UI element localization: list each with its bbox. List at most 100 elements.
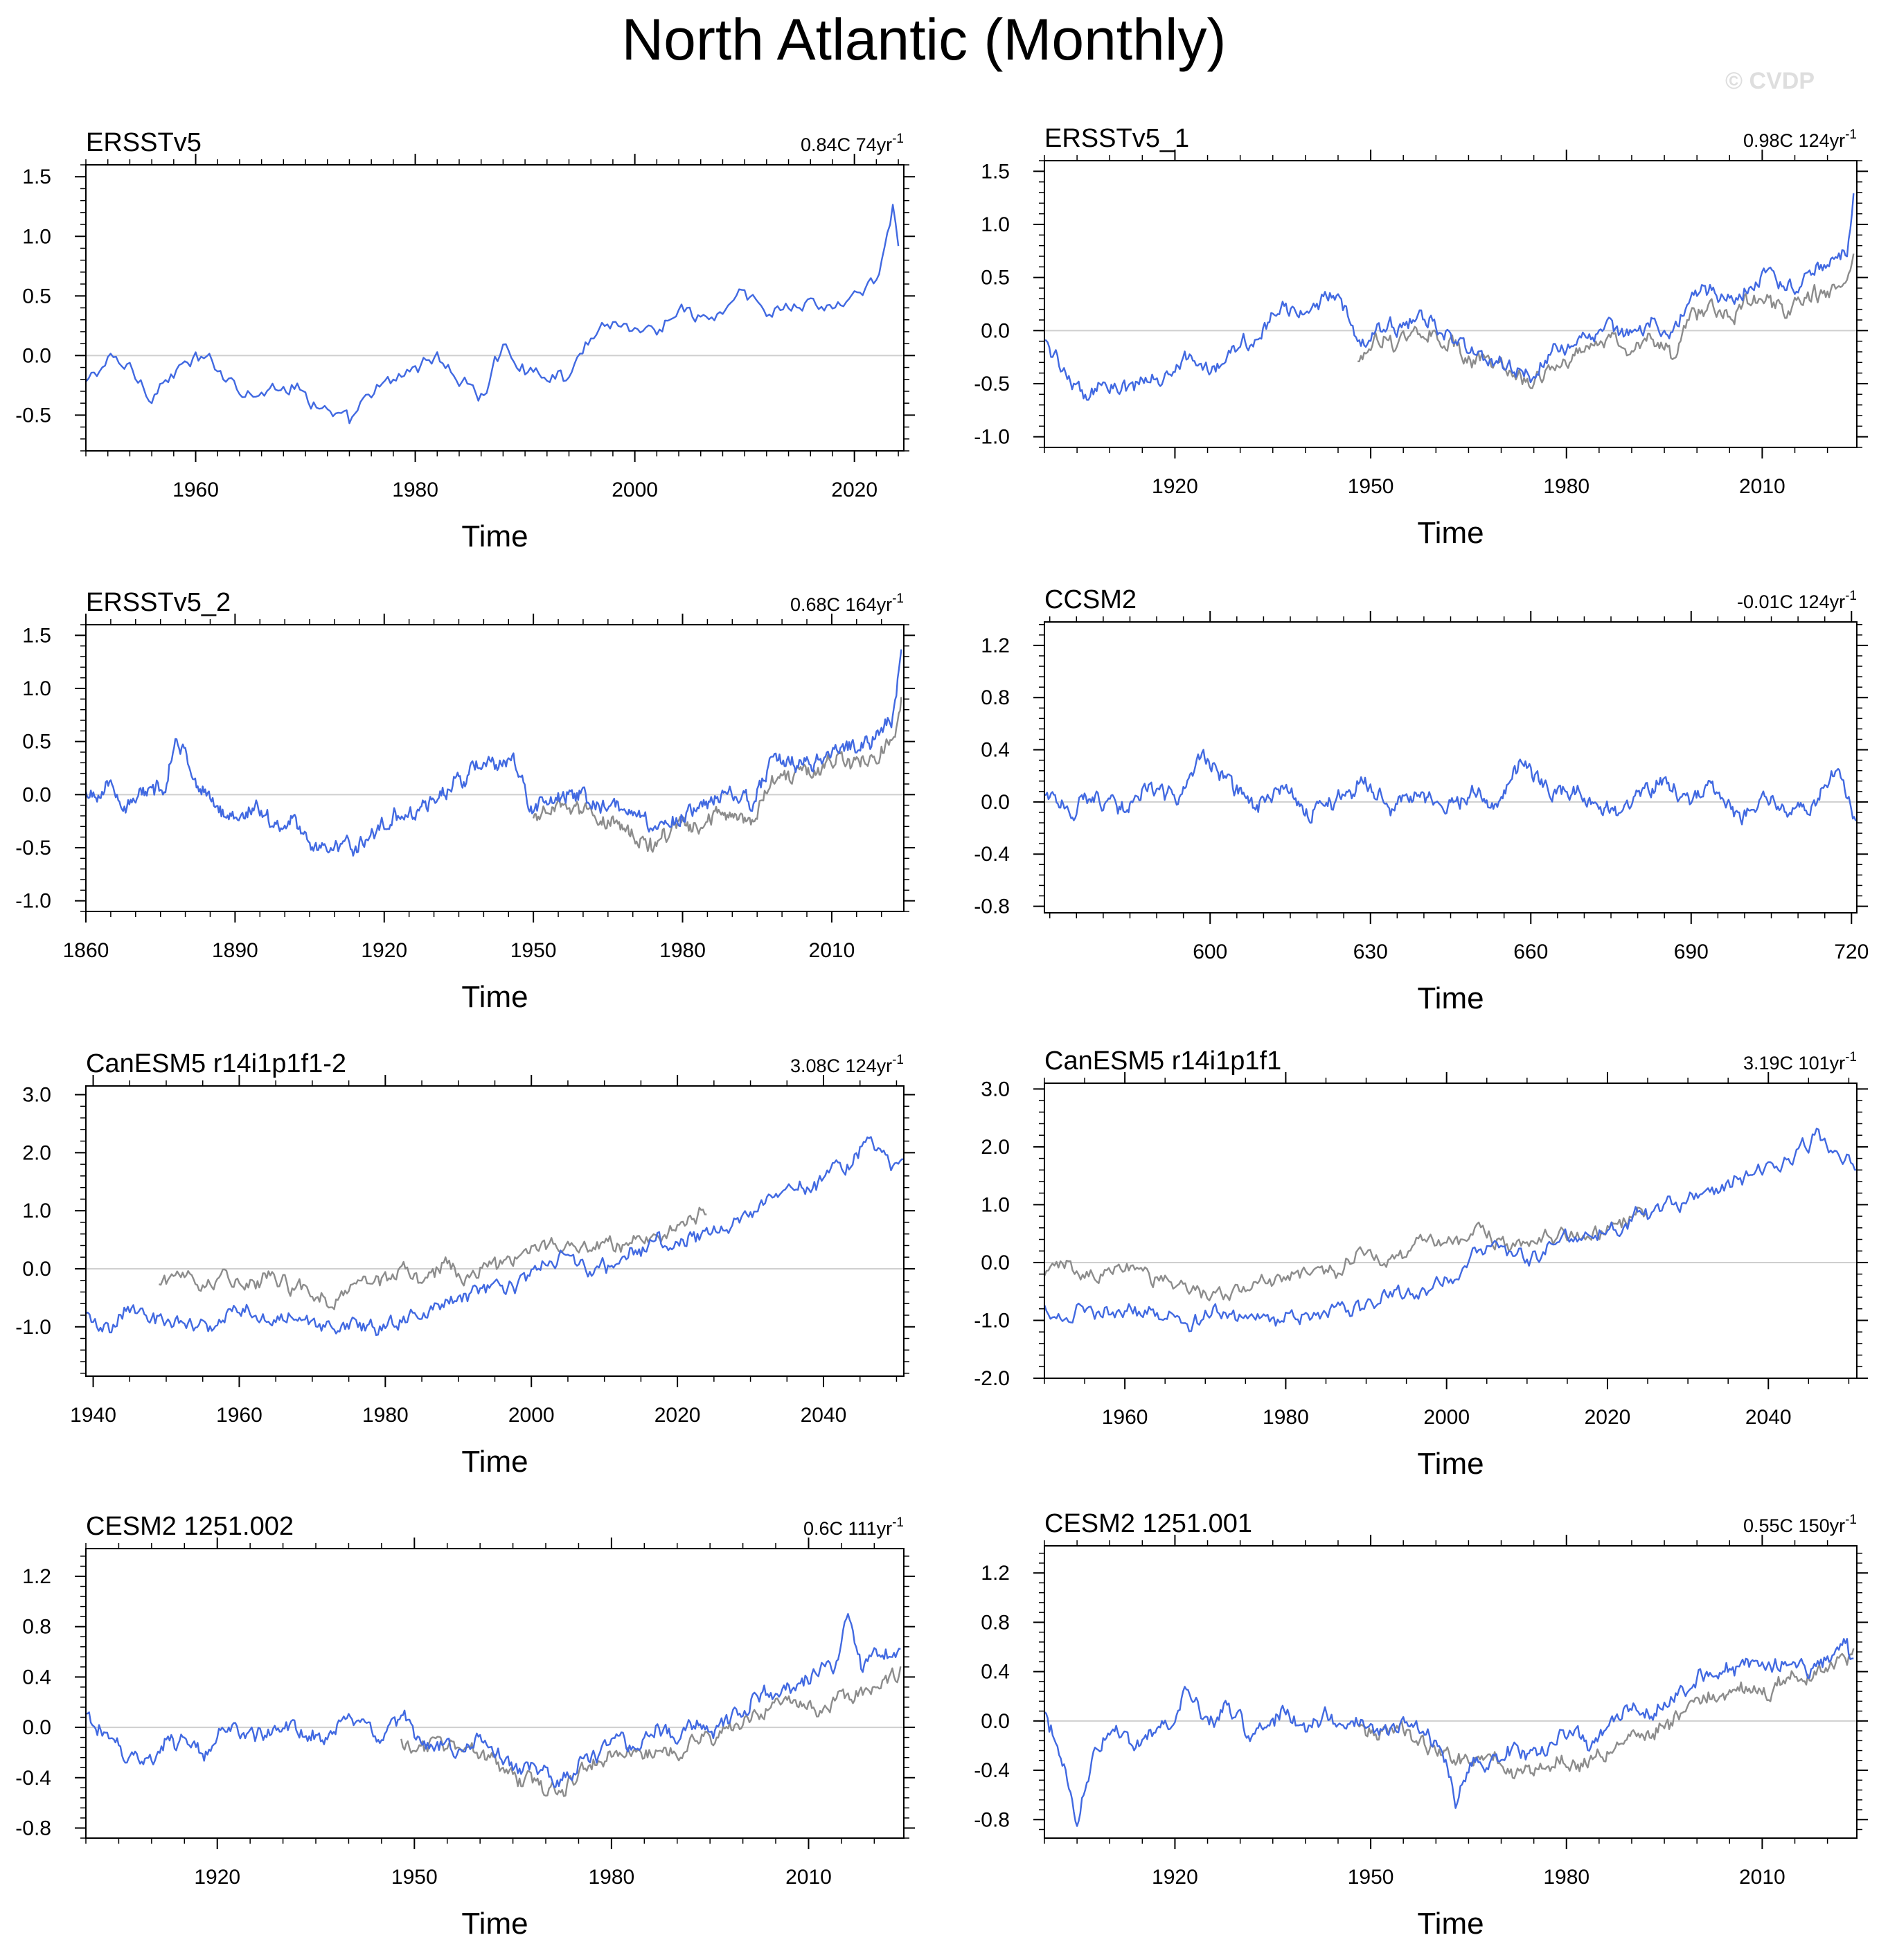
chart-panel-2: ERSSTv5_1 0.98C 124yr-1 1920 1950 1980 2010 -1… — [974, 124, 1868, 550]
panel-title: ERSSTv5 — [86, 128, 202, 157]
y-tick-label: 1.5 — [22, 624, 51, 647]
panel-title: ERSSTv5_1 — [1044, 124, 1189, 153]
x-tick-label: 1920 — [1152, 1866, 1198, 1889]
y-tick-label: 1.5 — [981, 160, 1010, 183]
y-tick-label: 0.4 — [981, 1661, 1010, 1684]
y-tick-label: 0.0 — [22, 1258, 51, 1281]
trend-superscript: -1 — [892, 1515, 904, 1530]
x-tick-label: 600 — [1193, 941, 1227, 963]
y-tick-label: 1.0 — [22, 225, 51, 248]
x-tick-label: 1920 — [194, 1866, 240, 1889]
y-tick-label: 1.0 — [22, 1200, 51, 1222]
series-line-reference — [159, 1206, 707, 1310]
y-tick-label: 1.2 — [981, 634, 1010, 657]
trend-value: 3.19C 101yr — [1743, 1053, 1845, 1073]
y-tick-label: 1.5 — [22, 166, 51, 188]
x-tick-label: 1950 — [1348, 1866, 1394, 1889]
y-tick-label: 0.0 — [22, 1716, 51, 1739]
x-axis-label: Time — [1417, 1907, 1484, 1941]
y-tick-label: -0.8 — [15, 1817, 51, 1839]
trend-value: 0.6C 111yr — [803, 1518, 892, 1539]
series-line-primary — [85, 1613, 901, 1788]
x-axis-label: Time — [461, 1445, 528, 1479]
series-line-reference — [532, 697, 902, 853]
plot-frame — [85, 1548, 905, 1839]
y-tick-label: 0.4 — [981, 739, 1010, 762]
plot-frame — [1044, 1083, 1858, 1379]
trend-value: 0.98C 124yr — [1743, 130, 1845, 151]
x-tick-label: 2020 — [654, 1404, 701, 1427]
chart-panel-1: ERSSTv5 0.84C 74yr-1 1960 1980 2000 2020 -0.5 0… — [15, 128, 915, 553]
plot-frame — [85, 624, 905, 912]
x-tick-label: 1960 — [1102, 1406, 1148, 1429]
x-tick-label: 2000 — [1423, 1406, 1470, 1429]
y-tick-label: -1.0 — [974, 1309, 1010, 1332]
x-tick-label: 1950 — [1348, 475, 1394, 498]
chart-panel-5: CanESM5 r14i1p1f1-2 3.08C 124yr-1 1940 1960… — [15, 1049, 915, 1479]
trend-value: -0.01C 124yr — [1737, 591, 1845, 612]
x-axis-label: Time — [461, 980, 528, 1014]
x-tick-label: 2040 — [801, 1404, 847, 1427]
y-tick-label: -1.0 — [15, 890, 51, 913]
trend-value: 3.08C 124yr — [790, 1055, 892, 1076]
y-tick-label: 0.8 — [22, 1616, 51, 1639]
y-tick-label: 0.8 — [981, 1611, 1010, 1634]
x-tick-label: 1980 — [1263, 1406, 1309, 1429]
x-tick-label: 2010 — [809, 939, 855, 962]
y-tick-label: -2.0 — [974, 1367, 1010, 1390]
trend-superscript: -1 — [1845, 589, 1857, 603]
x-tick-label: 1940 — [70, 1404, 116, 1427]
x-tick-label: 1980 — [392, 479, 438, 501]
y-tick-label: 3.0 — [981, 1078, 1010, 1101]
y-tick-label: -0.8 — [974, 1808, 1010, 1831]
panel-title: CanESM5 r14i1p1f1 — [1044, 1046, 1281, 1076]
y-tick-label: -0.8 — [974, 896, 1010, 918]
series-line-reference — [1357, 1648, 1855, 1780]
panel-title: CESM2 1251.001 — [1044, 1509, 1252, 1538]
y-tick-label: 0.0 — [981, 1710, 1010, 1733]
y-tick-label: 0.4 — [22, 1666, 51, 1689]
y-tick-label: -0.4 — [974, 843, 1010, 866]
x-tick-label: 690 — [1674, 941, 1709, 963]
x-tick-label: 2020 — [831, 479, 878, 501]
panel-title: CCSM2 — [1044, 585, 1137, 614]
series-line-primary — [85, 1136, 905, 1337]
trend-superscript: -1 — [892, 591, 904, 606]
y-tick-label: 3.0 — [22, 1084, 51, 1107]
x-tick-label: 1920 — [1152, 475, 1198, 498]
y-tick-label: 0.5 — [22, 285, 51, 308]
plot-frame — [85, 1085, 905, 1377]
y-tick-label: 0.0 — [981, 319, 1010, 342]
x-axis-label: Time — [1417, 516, 1484, 550]
y-tick-label: 1.2 — [981, 1562, 1010, 1585]
series-line-reference — [400, 1666, 902, 1797]
y-tick-label: 0.0 — [22, 783, 51, 806]
trend-label: 0.68C 164yr-1 — [790, 591, 904, 615]
trend-superscript: -1 — [1845, 1050, 1857, 1064]
trend-superscript: -1 — [1845, 1513, 1857, 1527]
series-line-reference — [1357, 253, 1855, 389]
x-tick-label: 1980 — [1543, 475, 1589, 498]
panel-title: CESM2 1251.002 — [86, 1512, 294, 1541]
plot-frame — [1044, 160, 1858, 448]
x-axis-label: Time — [1417, 981, 1484, 1015]
trend-superscript: -1 — [892, 1053, 904, 1067]
x-tick-label: 1980 — [659, 939, 706, 962]
x-tick-label: 2000 — [508, 1404, 555, 1427]
chart-panel-3: ERSSTv5_2 0.68C 164yr-1 1860 1890 1920 1950 19… — [15, 588, 915, 1014]
x-tick-label: 2010 — [785, 1866, 832, 1889]
series-line-primary — [1044, 193, 1855, 401]
y-tick-label: 1.2 — [22, 1565, 51, 1588]
y-tick-label: -0.5 — [974, 373, 1010, 395]
y-tick-label: 0.5 — [22, 731, 51, 754]
trend-label: 0.55C 150yr-1 — [1743, 1513, 1857, 1536]
series-line-primary — [84, 649, 902, 857]
x-tick-label: 1980 — [1543, 1866, 1589, 1889]
x-tick-label: 2010 — [1739, 1866, 1785, 1889]
y-tick-label: 2.0 — [981, 1136, 1010, 1159]
x-axis-label: Time — [461, 1907, 528, 1941]
plot-frame — [1044, 1545, 1858, 1839]
trend-label: 0.6C 111yr-1 — [803, 1515, 904, 1539]
